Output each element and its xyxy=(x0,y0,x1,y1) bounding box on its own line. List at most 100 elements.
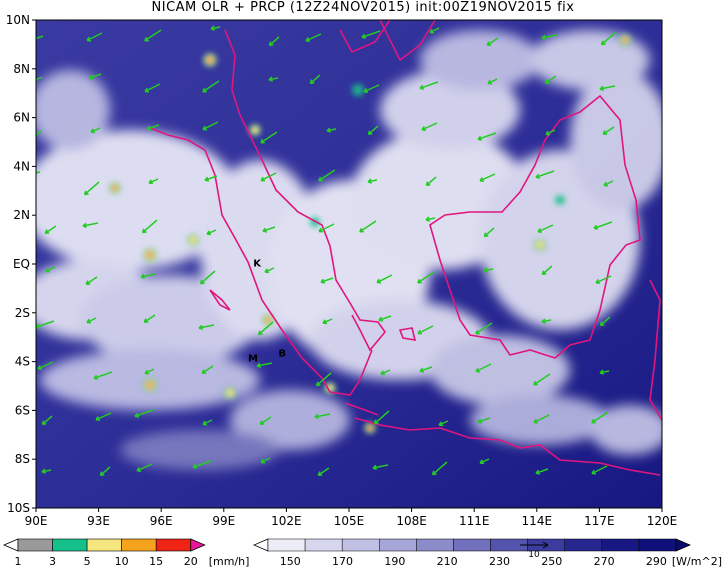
x-tick-label: 93E xyxy=(87,514,110,528)
wind-vector xyxy=(192,460,212,469)
olr-colorbar-segment xyxy=(601,538,640,552)
x-tick-label: 111E xyxy=(459,514,490,528)
wind-vector xyxy=(479,458,490,465)
olr-colorbar-label: 290 xyxy=(646,555,667,568)
olr-colorbar-segment xyxy=(341,538,380,552)
wind-vector xyxy=(262,226,276,233)
wind-vector xyxy=(535,170,555,179)
y-tick-label: 6N xyxy=(13,111,30,125)
wind-vector xyxy=(477,132,497,141)
olr-colorbar-label: 190 xyxy=(384,555,405,568)
wind-vector xyxy=(533,414,550,424)
y-tick-label: 10S xyxy=(7,501,30,515)
olr-colorbar-segment xyxy=(267,538,306,552)
wind-vector xyxy=(206,229,217,236)
wind-vector xyxy=(210,25,221,31)
y-tick-label: 8N xyxy=(13,62,30,76)
olr-colorbar-segment xyxy=(564,538,603,552)
wind-vector xyxy=(322,318,333,325)
wind-vector xyxy=(144,368,155,375)
olr-colorbar-label: 170 xyxy=(332,555,353,568)
y-tick-label: 2S xyxy=(15,306,30,320)
x-tick-label: 99E xyxy=(212,514,235,528)
wind-vector xyxy=(359,220,377,233)
wind-vector xyxy=(202,80,220,93)
wind-vector xyxy=(367,125,379,136)
location-marker: B xyxy=(278,349,286,360)
wind-vector xyxy=(268,36,280,47)
wind-vector xyxy=(486,37,499,46)
location-marker: K xyxy=(253,258,262,269)
wind-vector xyxy=(591,411,609,424)
wind-vector xyxy=(599,369,610,375)
wind-vector xyxy=(602,126,615,135)
wind-vector xyxy=(429,27,440,34)
olr-colorbar-label: 210 xyxy=(437,555,458,568)
y-axis: 10N 8N 6N 4N 2N EQ 2S 4S 6S 8S 10S xyxy=(6,13,36,515)
olr-colorbar-label: 230 xyxy=(489,555,510,568)
wind-vector xyxy=(93,371,113,380)
wind-vector xyxy=(595,275,612,284)
olr-colorbar-segment xyxy=(453,538,491,552)
prcp-colorbar-label: 10 xyxy=(115,555,129,568)
prcp-colorbar-label: 15 xyxy=(149,555,163,568)
olr-field xyxy=(36,20,662,508)
coastlines xyxy=(149,20,662,476)
wind-vector xyxy=(315,372,332,387)
olr-colorbar-segment xyxy=(638,538,677,552)
wind-vector xyxy=(86,317,97,324)
x-tick-label: 90E xyxy=(25,514,48,528)
prcp-colorbar-segment xyxy=(52,538,88,552)
wind-vector xyxy=(141,219,158,234)
wind-vector xyxy=(95,412,112,421)
prcp-colorbar-unit: [mm/h] xyxy=(209,555,250,568)
prcp-colorbar-label: 5 xyxy=(84,555,91,568)
wind-vector xyxy=(603,180,614,187)
wind-vector xyxy=(36,171,41,174)
prcp-colorbar-lowend xyxy=(2,538,19,552)
prcp-colorbar-segment xyxy=(155,538,192,552)
wind-vector xyxy=(535,468,549,475)
wind-vector xyxy=(541,34,558,41)
wind-vector xyxy=(376,274,393,284)
wind-vector xyxy=(593,221,613,230)
wind-vector xyxy=(483,267,494,273)
wind-vector xyxy=(367,178,378,184)
wind-vector xyxy=(479,173,496,182)
y-tick-label: 4S xyxy=(15,355,30,369)
wind-vector xyxy=(320,277,334,284)
wind-vector xyxy=(199,270,216,285)
prcp-colorbar: 1 3 5 10 15 20 [mm/h] xyxy=(2,538,250,568)
wind-vector xyxy=(140,273,157,280)
wind-vector xyxy=(260,131,278,144)
y-tick-label: 6S xyxy=(15,403,30,417)
wind-vector xyxy=(148,178,159,185)
wind-vector xyxy=(591,465,608,475)
wind-vector xyxy=(326,127,337,133)
wind-vector xyxy=(533,373,551,386)
wind-vector xyxy=(475,363,492,373)
prcp-colorbar-segment xyxy=(86,538,122,552)
wind-vector xyxy=(136,463,153,472)
wind-vector xyxy=(36,130,42,137)
wind-vector xyxy=(477,417,491,424)
x-tick-label: 96E xyxy=(150,514,173,528)
wind-vector xyxy=(417,325,434,335)
olr-colorbar-label: 270 xyxy=(594,555,615,568)
x-tick-label: 105E xyxy=(334,514,365,528)
wind-vector xyxy=(541,318,552,324)
x-tick-label: 114E xyxy=(522,514,553,528)
reference-vector xyxy=(520,541,549,549)
olr-colorbar-label: 250 xyxy=(541,555,562,568)
wind-vector xyxy=(259,416,272,425)
wind-vector xyxy=(599,85,616,92)
wind-vector xyxy=(361,30,381,39)
wind-vector xyxy=(545,129,556,136)
y-tick-label: 4N xyxy=(13,159,30,173)
wind-vector xyxy=(85,276,98,285)
wind-vector xyxy=(483,227,495,238)
wind-vector xyxy=(44,225,57,234)
prcp-colorbar-segment xyxy=(17,538,53,552)
wind-vector xyxy=(37,361,54,370)
wind-vector xyxy=(202,419,213,426)
